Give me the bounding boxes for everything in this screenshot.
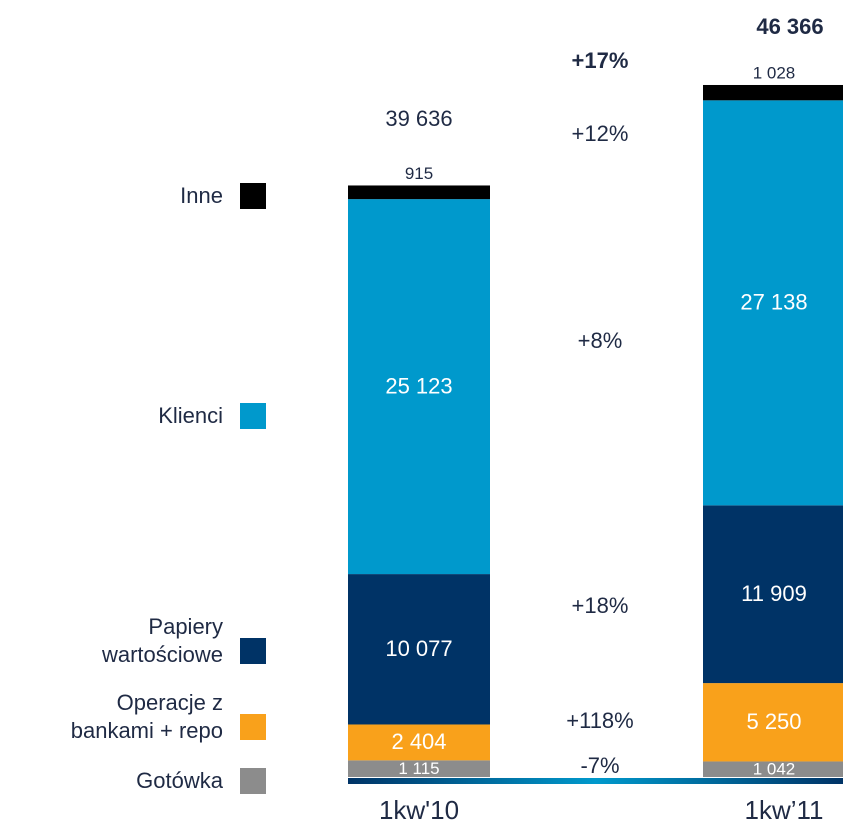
legend-label: Papiery wartościowe — [101, 614, 223, 667]
legend-swatch — [240, 638, 266, 664]
legend-swatch — [240, 403, 266, 429]
value-label: 1 115 — [398, 759, 439, 778]
change-label: -7% — [580, 753, 619, 778]
change-label: +17% — [572, 48, 629, 73]
legend-label: Gotówka — [136, 768, 223, 793]
x-tick-label: 1kw'10 — [379, 795, 459, 825]
value-label: 5 250 — [746, 709, 801, 734]
bar-segment — [348, 574, 490, 725]
legend-label: Inne — [180, 183, 223, 208]
baseline — [348, 778, 843, 784]
bar-segment — [348, 724, 490, 761]
x-tick-label: 1kw’11 — [744, 795, 823, 825]
bar-segment — [703, 84, 843, 101]
bar-segment — [348, 760, 490, 777]
change-label: +118% — [566, 708, 633, 733]
bar-segment — [348, 199, 490, 575]
bar-segment — [703, 761, 843, 777]
value-label: 27 138 — [740, 290, 807, 315]
legend-swatch — [240, 768, 266, 794]
change-label: +18% — [572, 593, 629, 618]
bar-segment — [703, 505, 843, 684]
total-label: 46 366 — [756, 14, 823, 39]
value-label: 25 123 — [385, 373, 452, 398]
bar-segment — [703, 683, 843, 762]
value-label: 1 028 — [753, 63, 796, 82]
value-label: 2 404 — [391, 729, 446, 754]
total-label: 39 636 — [385, 106, 452, 131]
legend-label: Klienci — [158, 403, 223, 428]
value-label: 10 077 — [385, 636, 452, 661]
value-label: 1 042 — [753, 760, 796, 779]
value-label: 11 909 — [741, 581, 807, 606]
legend-swatch — [240, 714, 266, 740]
legend-label: Operacje z bankami + repo — [70, 690, 223, 743]
bar-segment — [703, 100, 843, 506]
change-label: +8% — [578, 328, 623, 353]
value-label: 915 — [405, 164, 433, 183]
legend-swatch — [240, 183, 266, 209]
change-label: +12% — [572, 121, 629, 146]
bar-segment — [348, 185, 490, 200]
